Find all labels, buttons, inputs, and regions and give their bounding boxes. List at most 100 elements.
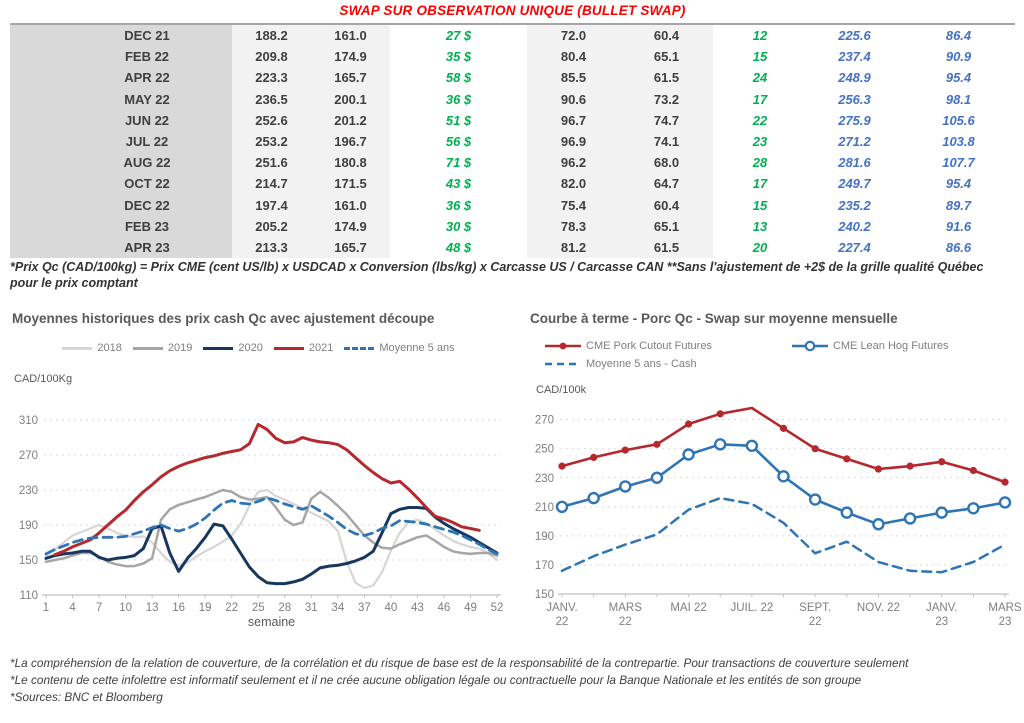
svg-text:31: 31	[305, 602, 318, 614]
table-cell: 36 $	[445, 197, 472, 213]
data-point-marker	[777, 470, 790, 483]
table-cell: 64.7	[620, 173, 713, 195]
right-chart-unit-label: CAD/100k	[536, 384, 587, 396]
table-cell: 35 $	[445, 49, 472, 65]
page-title: SWAP SUR OBSERVATION UNIQUE (BULLET SWAP…	[339, 3, 686, 18]
table-cell: 271.2	[838, 134, 871, 150]
table-row: APR 22 223.3 165.7 58 $ 85.5 61.5 24 248.9 95.4	[10, 67, 1015, 89]
table-cell: 91.6	[945, 218, 972, 234]
table-cell: 56 $	[445, 134, 472, 150]
table-cell: 80.4	[527, 46, 620, 68]
table-cell: 214.7	[232, 173, 311, 195]
table-cell: 249.7	[838, 176, 871, 192]
table-cell: 96.7	[527, 109, 620, 131]
footnote-line: *Sources: BNC et Bloomberg	[10, 689, 163, 704]
table-row: FEB 23 205.2 174.9 30 $ 78.3 65.1 13 240.2 91.6	[10, 215, 1015, 237]
svg-text:210: 210	[535, 502, 554, 514]
svg-text:22: 22	[619, 616, 632, 628]
table-cell: 95.4	[945, 176, 972, 192]
svg-text:230: 230	[535, 473, 554, 485]
table-cell: 71 $	[445, 155, 472, 171]
table-cell: 96.9	[527, 130, 620, 153]
table-cell: 74.1	[620, 130, 713, 153]
svg-text:52: 52	[491, 602, 504, 614]
data-point-marker	[840, 506, 853, 519]
table-cell: 235.2	[838, 197, 871, 213]
svg-text:270: 270	[19, 450, 38, 462]
table-footnote: *Prix Qc (CAD/100kg) = Prix CME (cent US…	[10, 260, 984, 290]
svg-text:310: 310	[19, 415, 38, 427]
table-cell: 36 $	[445, 91, 472, 107]
table-cell: 78.3	[527, 215, 620, 237]
legend-item: 2018	[62, 342, 122, 354]
table-cell: 72.0	[527, 25, 620, 47]
table-cell: 174.9	[311, 215, 390, 237]
data-point-marker	[808, 493, 822, 506]
svg-text:23: 23	[935, 616, 948, 628]
data-point-marker	[653, 440, 661, 448]
table-cell: 27 $	[445, 28, 472, 44]
table-cell: 68.0	[620, 152, 713, 174]
svg-text:28: 28	[278, 602, 291, 614]
table-row: DEC 21 188.2 161.0 27 $ 72.0 60.4 12 225.6 86.4	[10, 25, 1015, 47]
table-cell: 75.4	[527, 194, 620, 216]
table-cell: 13	[752, 218, 768, 234]
svg-text:110: 110	[20, 590, 38, 602]
data-point-marker	[903, 512, 917, 525]
series-line-2018	[44, 488, 499, 590]
table-cell: 252.6	[232, 109, 311, 131]
table-cell: 201.2	[311, 109, 390, 131]
data-point-marker	[843, 455, 851, 463]
data-point-marker	[621, 446, 629, 454]
historical-prices-chart: 110 150 190 230 270 310 1 4 7 10 13 16 19 22 25 28 31 34 3…	[19, 415, 504, 629]
data-point-marker	[1001, 478, 1009, 486]
table-cell: JUN 22	[10, 109, 232, 131]
left-chart-legend: 2018 2019 2020 2021 Moyenne 5 ans	[10, 342, 507, 354]
table-cell: 165.7	[311, 236, 390, 259]
legend-swatch-icon	[273, 346, 304, 350]
left-chart-unit-label: CAD/100Kg	[14, 373, 73, 385]
table-cell: 65.1	[620, 215, 713, 237]
data-point-marker	[998, 496, 1012, 509]
table-cell: 12	[752, 28, 768, 44]
data-point-marker	[558, 462, 566, 470]
swap-table: DEC 21 188.2 161.0 27 $72.0 60.4 12 225.6 86.4 F…	[10, 23, 1015, 259]
legend-item: 2021	[273, 342, 333, 354]
table-cell: 82.0	[527, 173, 620, 195]
legend-swatch-icon	[791, 340, 828, 352]
table-cell: 24	[752, 70, 768, 86]
table-cell: 48 $	[445, 239, 472, 255]
table-cell: 74.7	[620, 109, 713, 131]
data-point-marker	[745, 439, 759, 452]
svg-text:MARS: MARS	[988, 602, 1022, 614]
legend-swatch-icon	[132, 346, 163, 350]
svg-text:JUIL. 22: JUIL. 22	[730, 602, 773, 614]
data-point-marker	[872, 518, 885, 531]
series-line-2020	[44, 506, 499, 586]
svg-text:semaine: semaine	[248, 615, 295, 629]
table-cell: 209.8	[232, 46, 311, 68]
svg-text:49: 49	[464, 602, 477, 614]
legend-label: 2019	[167, 342, 193, 354]
table-cell: 200.1	[311, 88, 390, 110]
table-cell: 60.4	[620, 194, 713, 216]
svg-text:22: 22	[809, 616, 822, 628]
table-row: APR 23 213.3 165.7 48 $ 81.2 61.5 20 227.4 86.6	[10, 236, 1015, 259]
data-point-marker	[714, 438, 727, 451]
table-cell: 65.1	[620, 46, 713, 68]
footnote-line: *Le contenu de cette infolettre est info…	[10, 672, 862, 687]
table-cell: APR 22	[10, 67, 232, 89]
right-chart-legend-row1: CME Pork Cutout Futures CME Lean Hog Futu…	[545, 340, 949, 352]
legend-swatch-icon	[344, 346, 375, 350]
table-row: JUL 22 253.2 196.7 56 $ 96.9 74.1 23 271.2 103.8	[10, 130, 1015, 153]
table-cell: 61.5	[620, 67, 713, 89]
svg-text:1: 1	[43, 602, 49, 614]
series-line-2019	[44, 488, 499, 568]
table-cell: 161.0	[311, 194, 390, 216]
svg-text:10: 10	[119, 602, 132, 614]
data-point-marker	[590, 453, 598, 462]
svg-text:150: 150	[19, 555, 38, 567]
series-line-moyenne-5-ans-cash	[560, 496, 1007, 574]
data-point-marker	[935, 506, 948, 519]
